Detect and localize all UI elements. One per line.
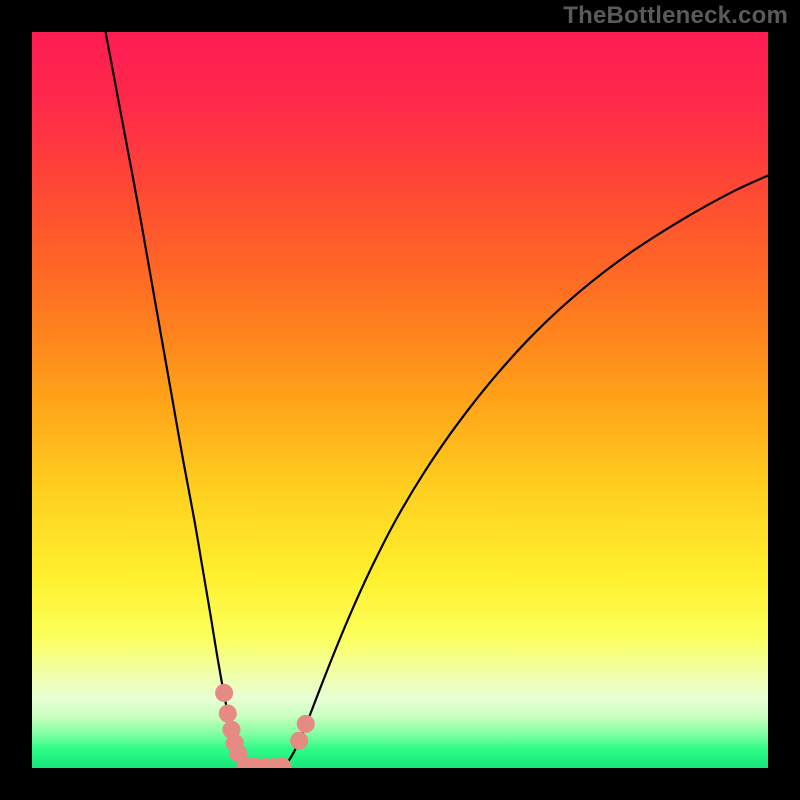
marker-point — [297, 715, 314, 732]
chart-frame: TheBottleneck.com — [0, 0, 800, 800]
marker-point — [219, 705, 236, 722]
marker-point — [291, 732, 308, 749]
gradient-background — [32, 32, 768, 768]
watermark-label: TheBottleneck.com — [563, 2, 788, 30]
plot-svg — [32, 32, 768, 768]
marker-point — [216, 684, 233, 701]
plot-area — [32, 32, 768, 768]
